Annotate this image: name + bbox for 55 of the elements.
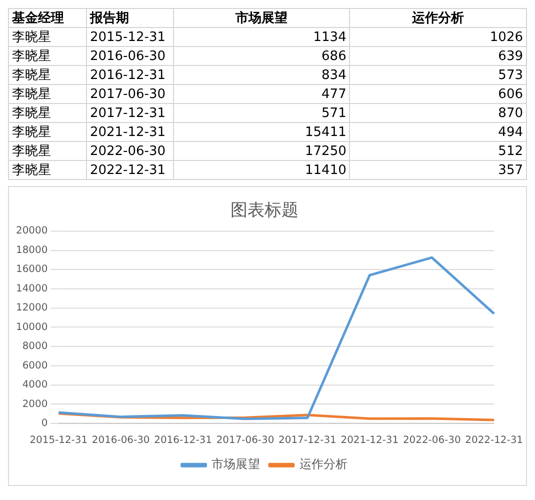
x-tick-label: 2016-12-31: [154, 434, 212, 446]
text: 李晓星: [12, 68, 51, 83]
text: 李晓星: [12, 106, 51, 121]
data-label: 357: [350, 160, 526, 180]
y-tick-label: 2022-06-30: [86, 142, 174, 160]
text: 李晓星: [12, 163, 51, 178]
data-label: 834: [173, 66, 350, 84]
y-tick-label: 0: [41, 418, 48, 429]
x-tick-label: 2022-12-31: [465, 434, 523, 446]
data-label: 15411: [173, 122, 350, 142]
data-label: 639: [350, 46, 526, 66]
data-label: 477: [173, 84, 350, 104]
y-tick-label: 4000: [22, 380, 48, 391]
y-tick-label: 2016-06-30: [86, 46, 174, 66]
y-tick-label: 16000: [16, 264, 48, 276]
y-tick-label: 10000: [16, 322, 48, 333]
data-label: 606: [350, 84, 526, 104]
legend-label: 运作分析: [299, 457, 348, 472]
legend-label: 市场展望: [212, 457, 260, 472]
data-label: 686: [173, 46, 350, 66]
x-tick-label: 2022-06-30: [402, 434, 461, 446]
text: 基金经理: [8, 8, 86, 28]
text: 报告期: [86, 8, 174, 28]
data-label: 870: [350, 104, 526, 122]
data-label: 494: [350, 122, 526, 142]
y-tick-label: 14000: [16, 283, 48, 294]
y-tick-label: 20000: [16, 226, 48, 237]
text: 李晓星: [12, 49, 51, 64]
x-tick-label: 2021-12-31: [340, 434, 399, 446]
y-tick-label: 2017-06-30: [86, 84, 174, 104]
data-label: 11410: [173, 160, 350, 180]
data-label: 1026: [350, 28, 526, 46]
y-tick-label: 2017-12-31: [86, 104, 174, 122]
text: 李晓星: [8, 28, 86, 46]
data-label: 571: [173, 104, 350, 122]
y-tick-label: 6000: [22, 360, 48, 372]
data-label: 573: [350, 66, 526, 84]
x-tick-label: 2015-12-31: [30, 434, 88, 446]
data-label: 1134: [173, 28, 350, 46]
y-tick-label: 2015-12-31: [86, 28, 174, 46]
y-tick-label: 2021-12-31: [86, 122, 174, 142]
text: 李晓星: [12, 125, 51, 140]
y-tick-label: 2022-12-31: [86, 160, 174, 180]
x-tick-label: 2017-12-31: [278, 434, 336, 446]
data-label: 17250: [173, 142, 350, 160]
x-tick-label: 2017-06-30: [216, 434, 274, 446]
chart-title: 图表标题: [230, 199, 299, 220]
y-tick-label: 2016-12-31: [86, 66, 174, 84]
y-tick-label: 8000: [22, 341, 48, 352]
y-tick-label: 18000: [16, 244, 48, 256]
y-tick-label: 12000: [16, 302, 48, 314]
data-label: 512: [350, 142, 526, 160]
text: 李晓星: [12, 144, 51, 159]
y-tick-label: 2000: [22, 398, 48, 410]
text: 李晓星: [12, 87, 51, 102]
